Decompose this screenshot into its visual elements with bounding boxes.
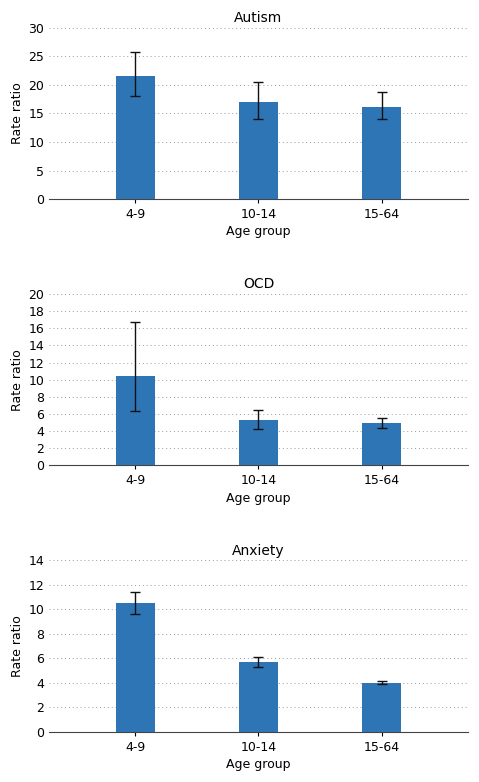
Y-axis label: Rate ratio: Rate ratio	[11, 349, 24, 411]
Bar	[239, 662, 278, 732]
Bar	[362, 683, 401, 732]
Bar	[362, 423, 401, 465]
Title: Anxiety: Anxiety	[232, 543, 285, 558]
Title: OCD: OCD	[243, 278, 274, 292]
Title: Autism: Autism	[234, 11, 283, 25]
X-axis label: Age group: Age group	[226, 225, 291, 239]
Bar	[115, 376, 155, 465]
X-axis label: Age group: Age group	[226, 758, 291, 771]
Bar	[115, 603, 155, 732]
Bar	[115, 77, 155, 199]
Bar	[239, 102, 278, 199]
Bar	[362, 106, 401, 199]
Y-axis label: Rate ratio: Rate ratio	[11, 83, 24, 145]
X-axis label: Age group: Age group	[226, 492, 291, 504]
Bar	[239, 420, 278, 465]
Y-axis label: Rate ratio: Rate ratio	[11, 615, 24, 676]
